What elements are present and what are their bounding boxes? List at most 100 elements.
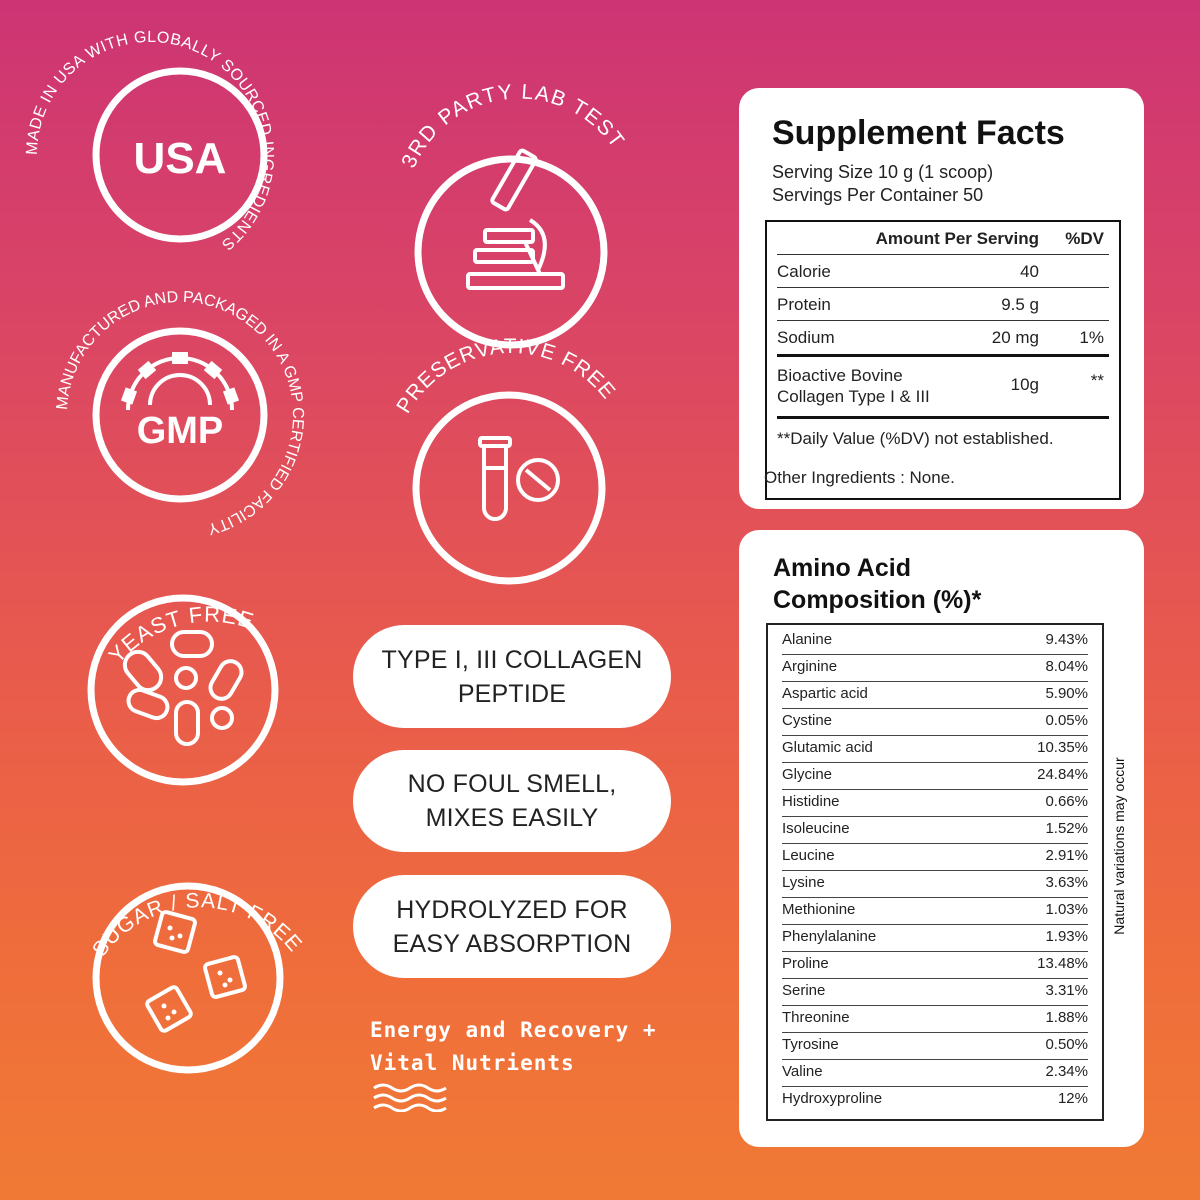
amino-acid-name: Threonine xyxy=(782,1009,850,1026)
nutrient-dv: 1% xyxy=(1079,328,1104,347)
amino-acid-name: Methionine xyxy=(782,901,856,918)
pill-hydrolyzed: HYDROLYZED FOR EASY ABSORPTION xyxy=(353,875,671,978)
yeast-free-badge: YEAST FREE xyxy=(60,550,320,800)
supplement-facts-table: Amount Per Serving %DV Calorie 40 Protei… xyxy=(765,220,1121,500)
natural-variations-note: Natural variations may occur xyxy=(1111,757,1127,935)
amino-acid-value: 3.31% xyxy=(1045,982,1088,999)
table-row: Valine 2.34% xyxy=(782,1059,1088,1087)
nutrient-dv: ** xyxy=(1090,371,1104,390)
amino-acid-name: Cystine xyxy=(782,712,833,729)
amino-acid-name: Tyrosine xyxy=(782,1036,839,1053)
amino-acid-table: Alanine 9.43% Arginine 8.04% Aspartic acid 5.… xyxy=(766,623,1104,1121)
sugar-cubes-icon xyxy=(145,910,247,1033)
wave-icon xyxy=(373,1083,447,1112)
table-row: Arginine 8.04% xyxy=(782,654,1088,682)
amino-acid-name: Hydroxyproline xyxy=(782,1090,883,1107)
amino-acid-name: Histidine xyxy=(782,793,840,810)
amino-acid-name: Aspartic acid xyxy=(782,685,868,702)
amino-acid-name: Proline xyxy=(782,955,829,972)
other-ingredients: Other Ingredients : None. xyxy=(764,468,955,487)
amino-acid-name: Phenylalanine xyxy=(782,928,877,945)
table-row: Proline 13.48% xyxy=(782,951,1088,979)
table-row: Methionine 1.03% xyxy=(782,897,1088,925)
pill-line: MIXES EASILY xyxy=(425,804,599,832)
gmp-label: GMP xyxy=(137,410,224,452)
nutrient-amount: 20 mg xyxy=(991,328,1039,347)
amino-acid-name: Glycine xyxy=(782,766,833,783)
amino-acid-value: 0.05% xyxy=(1045,712,1088,729)
amino-acid-value: 1.88% xyxy=(1045,1009,1088,1026)
pill-no-smell: NO FOUL SMELL, MIXES EASILY xyxy=(353,750,671,852)
table-row: Phenylalanine 1.93% xyxy=(782,924,1088,952)
amino-acid-name: Leucine xyxy=(782,847,835,864)
tagline-line: Energy and Recovery + xyxy=(370,1018,657,1042)
serving-size: Serving Size 10 g (1 scoop) xyxy=(772,162,994,182)
table-row: Cystine 0.05% xyxy=(782,708,1088,736)
amino-acid-value: 8.04% xyxy=(1045,658,1088,675)
table-row: Alanine 9.43% xyxy=(782,627,1088,655)
pill-line: NO FOUL SMELL, xyxy=(407,770,617,798)
header-dv: %DV xyxy=(1065,229,1104,248)
table-row: Serine 3.31% xyxy=(782,978,1088,1006)
microscope-icon xyxy=(466,148,565,290)
amino-acid-value: 0.50% xyxy=(1045,1036,1088,1053)
amino-acid-name: Valine xyxy=(782,1063,823,1080)
table-row: Isoleucine 1.52% xyxy=(782,816,1088,844)
pill-line: TYPE I, III COLLAGEN xyxy=(381,645,643,674)
tagline-line: Vital Nutrients xyxy=(370,1051,575,1075)
table-row: Tyrosine 0.50% xyxy=(782,1032,1088,1060)
table-row: Glutamic acid 10.35% xyxy=(782,735,1088,763)
amino-acid-value: 2.34% xyxy=(1045,1063,1088,1080)
nutrient-amount: 9.5 g xyxy=(1001,295,1039,314)
supplement-facts-title: Supplement Facts xyxy=(772,114,1065,152)
pill-line: HYDROLYZED FOR xyxy=(396,895,628,924)
amino-acid-value: 0.66% xyxy=(1045,793,1088,810)
amino-acid-value: 1.52% xyxy=(1045,820,1088,837)
supplement-facts-card: Supplement Facts Serving Size 10 g (1 sc… xyxy=(739,88,1144,509)
amino-acid-title: Amino Acid Composition (%)* xyxy=(773,554,982,614)
amino-acid-value: 1.03% xyxy=(1045,901,1088,918)
amino-acid-value: 12% xyxy=(1057,1090,1088,1107)
amino-acid-name: Arginine xyxy=(782,658,838,675)
amino-acid-name: Lysine xyxy=(782,874,825,891)
table-row: Threonine 1.88% xyxy=(782,1005,1088,1033)
amino-acid-name: Glutamic acid xyxy=(782,739,873,756)
tagline: Energy and Recovery + Vital Nutrients xyxy=(370,1014,657,1080)
lab-test-badge: 3RD PARTY LAB TEST xyxy=(380,60,640,349)
servings-per-container: Servings Per Container 50 xyxy=(772,185,984,205)
amino-acid-name: Alanine xyxy=(782,631,833,648)
table-row: Histidine 0.66% xyxy=(782,789,1088,817)
usa-badge: MADE IN USA WITH GLOBALLY SOURCED INGRED… xyxy=(0,0,300,300)
table-row: Glycine 24.84% xyxy=(782,762,1088,790)
amino-acid-value: 13.48% xyxy=(1037,955,1088,972)
usa-label: USA xyxy=(134,134,227,183)
preservative-arc-text: PRESERVATIVE FREE xyxy=(392,335,620,417)
amino-acid-value: 24.84% xyxy=(1037,766,1088,783)
amino-acid-name: Serine xyxy=(782,982,826,999)
table-row: Leucine 2.91% xyxy=(782,843,1088,871)
amino-acid-value: 5.90% xyxy=(1045,685,1088,702)
sugar-salt-free-badge: SUGAR / SALT FREE xyxy=(60,840,320,1100)
header-amount: Amount Per Serving xyxy=(875,229,1039,248)
gmp-badge: MANUFACTURED AND PACKAGED IN A GMP CERTI… xyxy=(0,280,306,540)
nutrient-amount: 10g xyxy=(1010,375,1039,394)
nutrient-name: Sodium xyxy=(777,328,835,347)
pill-line: PEPTIDE xyxy=(457,679,567,708)
yeast-cells-icon xyxy=(122,630,244,746)
nutrient-amount: 40 xyxy=(1020,262,1039,281)
nutrient-name: Protein xyxy=(777,295,831,314)
table-row: Bioactive Bovine Collagen Type I & III 1… xyxy=(777,365,1109,409)
test-tube-icon xyxy=(478,436,560,521)
amino-acid-name: Isoleucine xyxy=(782,820,850,837)
gear-icon xyxy=(120,352,240,411)
pill-line: EASY ABSORPTION xyxy=(392,929,632,958)
table-row: Lysine 3.63% xyxy=(782,870,1088,898)
amino-acid-value: 9.43% xyxy=(1045,631,1088,648)
amino-acid-card: Amino Acid Composition (%)* Alanine 9.43%… xyxy=(739,530,1144,1147)
pill-collagen-type: TYPE I, III COLLAGEN PEPTIDE xyxy=(353,625,671,728)
amino-acid-value: 1.93% xyxy=(1045,928,1088,945)
amino-acid-value: 10.35% xyxy=(1037,739,1088,756)
nutrient-name: Bioactive Bovine Collagen Type I & III xyxy=(777,366,930,406)
nutrient-name: Calorie xyxy=(777,262,831,281)
table-row: Aspartic acid 5.90% xyxy=(782,681,1088,709)
